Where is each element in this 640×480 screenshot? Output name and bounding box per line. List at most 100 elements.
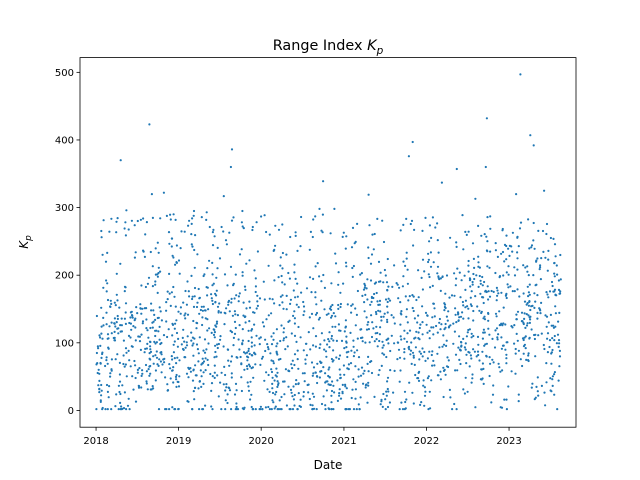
data-point bbox=[492, 290, 495, 293]
data-point bbox=[345, 235, 348, 238]
data-point bbox=[251, 408, 254, 411]
data-point bbox=[500, 322, 503, 325]
data-point bbox=[329, 232, 332, 235]
data-point bbox=[147, 368, 150, 371]
y-tick-label: 0 bbox=[68, 406, 74, 417]
data-point bbox=[175, 319, 178, 322]
data-point bbox=[100, 325, 103, 328]
data-point bbox=[172, 285, 175, 289]
data-point bbox=[545, 222, 549, 226]
data-point bbox=[307, 331, 310, 334]
data-point bbox=[495, 286, 498, 289]
data-point bbox=[500, 336, 503, 339]
data-point bbox=[548, 345, 551, 349]
data-point bbox=[207, 342, 210, 345]
data-point bbox=[366, 323, 369, 326]
data-point bbox=[174, 375, 178, 378]
data-point bbox=[477, 265, 480, 268]
data-point bbox=[242, 301, 245, 304]
data-point bbox=[405, 217, 408, 220]
data-point bbox=[193, 295, 196, 298]
data-point bbox=[338, 394, 341, 397]
data-point bbox=[406, 268, 409, 271]
data-point bbox=[154, 342, 157, 345]
data-point bbox=[435, 324, 438, 328]
data-point bbox=[213, 336, 216, 339]
data-point bbox=[365, 316, 368, 319]
data-point bbox=[314, 296, 317, 299]
data-point bbox=[172, 213, 175, 216]
data-point bbox=[487, 327, 490, 330]
data-point bbox=[362, 288, 366, 291]
data-point bbox=[558, 292, 561, 295]
data-point bbox=[471, 377, 474, 380]
data-point bbox=[339, 397, 343, 400]
data-point bbox=[355, 313, 358, 316]
data-point bbox=[553, 373, 556, 376]
data-point bbox=[409, 349, 413, 352]
data-point bbox=[248, 306, 252, 309]
data-point bbox=[437, 275, 440, 278]
data-point bbox=[325, 355, 328, 358]
data-point bbox=[154, 334, 157, 338]
data-point bbox=[494, 312, 498, 315]
data-point bbox=[521, 364, 524, 368]
data-point bbox=[211, 244, 215, 247]
data-point bbox=[424, 359, 427, 362]
data-point bbox=[296, 295, 299, 298]
data-point bbox=[395, 282, 398, 285]
data-point bbox=[130, 219, 133, 222]
data-point bbox=[115, 272, 118, 275]
data-point bbox=[462, 304, 465, 307]
data-point bbox=[230, 331, 234, 334]
data-point bbox=[338, 388, 341, 391]
data-point bbox=[129, 316, 132, 319]
data-point bbox=[453, 272, 456, 275]
data-point bbox=[133, 224, 136, 227]
data-point bbox=[192, 319, 195, 323]
data-point bbox=[527, 314, 530, 317]
data-point bbox=[299, 398, 302, 401]
data-point bbox=[514, 347, 517, 351]
data-point bbox=[469, 354, 472, 357]
data-point bbox=[109, 305, 112, 308]
data-point bbox=[100, 383, 103, 387]
data-point bbox=[341, 235, 344, 238]
data-point bbox=[443, 309, 446, 312]
data-point bbox=[214, 300, 217, 304]
chart-title-subscript: p bbox=[376, 45, 384, 57]
data-point bbox=[521, 320, 524, 323]
data-point bbox=[334, 325, 337, 328]
data-point bbox=[328, 346, 331, 349]
data-point bbox=[218, 302, 221, 305]
data-point bbox=[472, 257, 475, 260]
data-point bbox=[224, 389, 227, 392]
data-point bbox=[154, 283, 157, 286]
data-point bbox=[122, 362, 125, 366]
data-point bbox=[287, 271, 290, 275]
data-point bbox=[390, 334, 393, 337]
data-point bbox=[297, 325, 300, 329]
data-point bbox=[137, 385, 141, 388]
data-point bbox=[194, 234, 197, 237]
data-point bbox=[412, 244, 415, 247]
data-point bbox=[175, 261, 178, 264]
data-point bbox=[363, 369, 366, 372]
data-point bbox=[543, 347, 546, 351]
data-point bbox=[344, 319, 347, 322]
data-point bbox=[258, 297, 262, 300]
data-point bbox=[350, 349, 353, 352]
data-point bbox=[293, 317, 296, 320]
data-point bbox=[546, 337, 549, 340]
data-point bbox=[244, 321, 247, 324]
data-point bbox=[245, 262, 248, 265]
data-point bbox=[402, 260, 405, 263]
data-point bbox=[200, 216, 203, 219]
data-point bbox=[225, 386, 228, 389]
data-point bbox=[360, 272, 363, 275]
data-point bbox=[474, 406, 477, 409]
data-point bbox=[478, 309, 481, 312]
data-point bbox=[387, 342, 390, 345]
data-point bbox=[124, 221, 127, 224]
